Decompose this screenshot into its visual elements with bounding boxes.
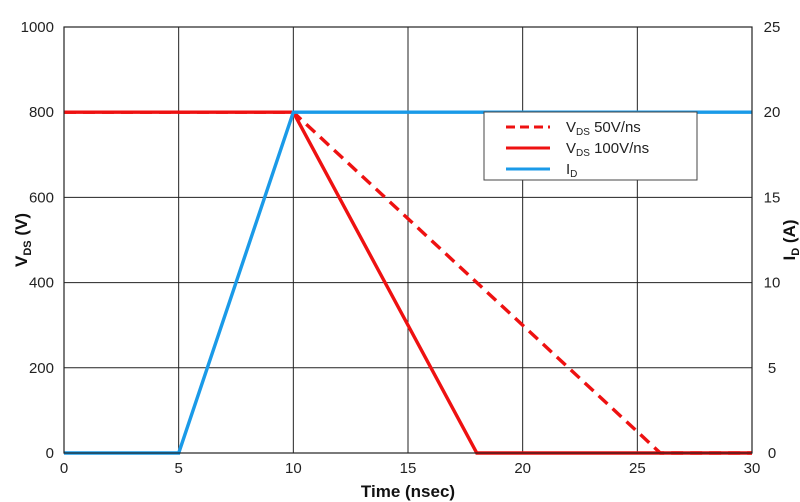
x-tick-label: 15 xyxy=(400,460,417,477)
x-tick-label: 25 xyxy=(629,460,646,477)
x-tick-label: 20 xyxy=(514,460,531,477)
y-right-tick-label: 20 xyxy=(764,104,781,121)
y-left-tick-label: 1000 xyxy=(21,19,54,36)
y-left-tick-label: 400 xyxy=(29,275,54,292)
x-tick-label: 30 xyxy=(744,460,761,477)
y-left-tick-label: 600 xyxy=(29,189,54,206)
x-tick-label: 0 xyxy=(60,460,68,477)
legend-label-0: VDS 50V/ns xyxy=(566,119,641,138)
y-left-tick-label: 0 xyxy=(46,445,54,462)
svg-text:ID (A): ID (A) xyxy=(780,219,800,260)
svg-text:VDS (V): VDS (V) xyxy=(12,213,34,267)
x-tick-label: 10 xyxy=(285,460,302,477)
y-left-tick-label: 800 xyxy=(29,104,54,121)
axis-titles: Time (nsec) VDS (V) ID (A) xyxy=(12,213,800,501)
y-right-tick-label: 25 xyxy=(764,19,781,36)
y-right-tick-label: 15 xyxy=(764,189,781,206)
legend-label-1: VDS 100V/ns xyxy=(566,140,649,159)
legend: VDS 50V/ns VDS 100V/ns ID xyxy=(483,111,698,181)
legend-label-2: ID xyxy=(566,161,577,180)
y-right-tick-label: 0 xyxy=(768,445,776,462)
tick-labels: 0 5 10 15 20 25 30 0 200 400 600 800 1000 0 5 10 15 20 25 xyxy=(21,19,781,477)
y-right-tick-label: 5 xyxy=(768,360,776,377)
y-left-axis-title: VDS (V) xyxy=(12,213,34,267)
y-right-axis-title: ID (A) xyxy=(780,219,800,260)
x-tick-label: 5 xyxy=(174,460,182,477)
x-axis-title: Time (nsec) xyxy=(361,482,455,501)
plot-border xyxy=(63,26,753,454)
y-left-tick-label: 200 xyxy=(29,360,54,377)
plot-frame xyxy=(63,26,753,454)
grid xyxy=(63,26,753,454)
y-right-tick-label: 10 xyxy=(764,275,781,292)
